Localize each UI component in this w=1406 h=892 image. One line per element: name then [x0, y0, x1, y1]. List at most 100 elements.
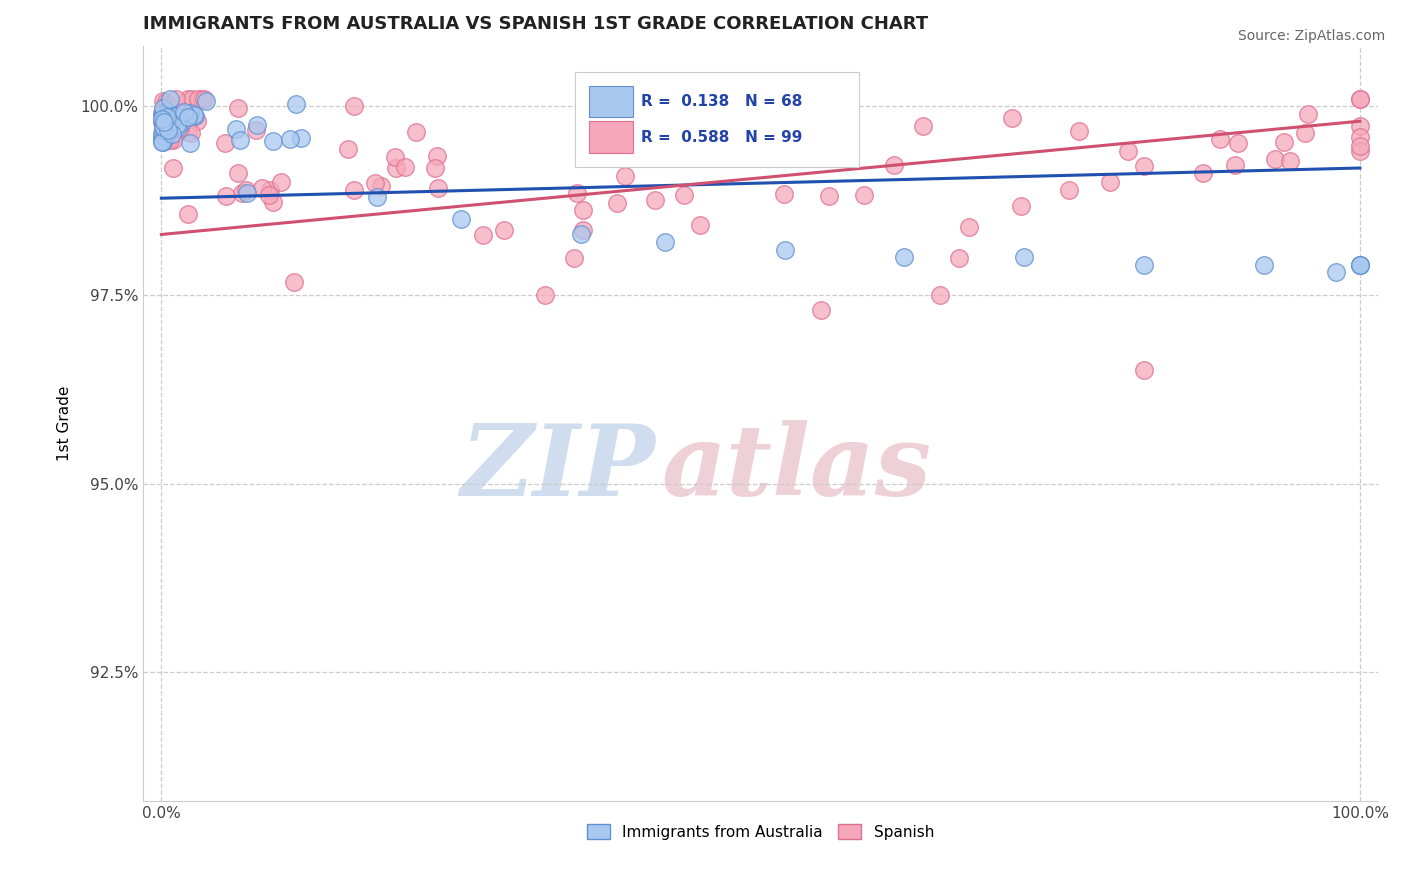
Point — [159, 91, 181, 105]
Point — [370, 178, 392, 193]
Point — [571, 223, 593, 237]
Point — [226, 165, 249, 179]
Point — [614, 169, 637, 183]
Point — [162, 127, 184, 141]
Point — [157, 131, 180, 145]
Point — [150, 115, 173, 129]
Point — [150, 108, 173, 122]
Point — [1227, 136, 1250, 150]
Point — [193, 91, 215, 105]
Point — [343, 99, 366, 113]
Point — [214, 136, 236, 151]
Point — [262, 134, 284, 148]
Point — [152, 120, 174, 135]
Text: IMMIGRANTS FROM AUSTRALIA VS SPANISH 1ST GRADE CORRELATION CHART: IMMIGRANTS FROM AUSTRALIA VS SPANISH 1ST… — [143, 15, 928, 33]
Point — [1348, 139, 1371, 153]
Point — [162, 133, 184, 147]
Point — [1348, 91, 1371, 105]
Point — [929, 288, 952, 302]
Point — [153, 120, 176, 134]
Point — [472, 227, 495, 242]
Point — [853, 188, 876, 202]
Point — [1272, 135, 1295, 149]
Point — [810, 303, 832, 318]
Point — [159, 119, 181, 133]
Point — [534, 288, 557, 302]
Point — [152, 125, 174, 139]
Point — [427, 181, 450, 195]
Point — [285, 96, 308, 111]
Point — [1348, 130, 1371, 145]
Point — [226, 101, 249, 115]
Point — [150, 113, 173, 128]
Point — [673, 188, 696, 202]
Point — [157, 122, 180, 136]
Point — [167, 120, 190, 135]
Point — [912, 119, 935, 133]
Point — [150, 135, 173, 149]
Point — [162, 161, 184, 175]
Point — [423, 161, 446, 175]
Point — [565, 186, 588, 200]
Point — [150, 128, 173, 143]
Point — [195, 95, 218, 109]
Text: R =  0.588   N = 99: R = 0.588 N = 99 — [641, 129, 803, 145]
Point — [153, 124, 176, 138]
Point — [606, 196, 628, 211]
Point — [225, 121, 247, 136]
Point — [184, 110, 207, 124]
Point — [246, 119, 269, 133]
Point — [173, 104, 195, 119]
Point — [152, 94, 174, 108]
Point — [155, 95, 177, 109]
Point — [163, 111, 186, 125]
Point — [159, 108, 181, 122]
Point — [150, 126, 173, 140]
Point — [177, 207, 200, 221]
Point — [883, 159, 905, 173]
Point — [186, 114, 208, 128]
Point — [1069, 124, 1091, 138]
Point — [1133, 363, 1156, 377]
Point — [948, 251, 970, 265]
Point — [270, 176, 292, 190]
Point — [169, 120, 191, 135]
Point — [150, 106, 173, 120]
Point — [773, 243, 796, 257]
Point — [250, 181, 273, 195]
Point — [156, 107, 179, 121]
Point — [177, 110, 200, 124]
Point — [1348, 144, 1371, 158]
Point — [160, 110, 183, 124]
Point — [152, 125, 174, 139]
Text: ZIP: ZIP — [461, 420, 655, 516]
Point — [155, 129, 177, 144]
Point — [152, 114, 174, 128]
Point — [1294, 126, 1316, 140]
Point — [283, 275, 305, 289]
Point — [1296, 106, 1319, 120]
Point — [957, 220, 980, 235]
Point — [1010, 199, 1032, 213]
Point — [384, 150, 406, 164]
Point — [165, 91, 187, 105]
Point — [1014, 250, 1036, 264]
FancyBboxPatch shape — [589, 121, 634, 153]
Point — [235, 183, 257, 197]
Point — [1209, 132, 1232, 146]
Point — [1192, 166, 1215, 180]
Point — [157, 114, 180, 128]
Point — [152, 101, 174, 115]
Point — [152, 128, 174, 142]
Point — [364, 176, 387, 190]
Point — [385, 161, 408, 175]
Point — [1099, 175, 1122, 189]
Point — [1264, 152, 1286, 166]
Point — [245, 123, 267, 137]
Point — [569, 227, 592, 242]
Point — [165, 109, 187, 123]
Point — [405, 125, 427, 139]
Point — [1133, 258, 1156, 272]
Point — [177, 110, 200, 124]
Point — [153, 115, 176, 129]
